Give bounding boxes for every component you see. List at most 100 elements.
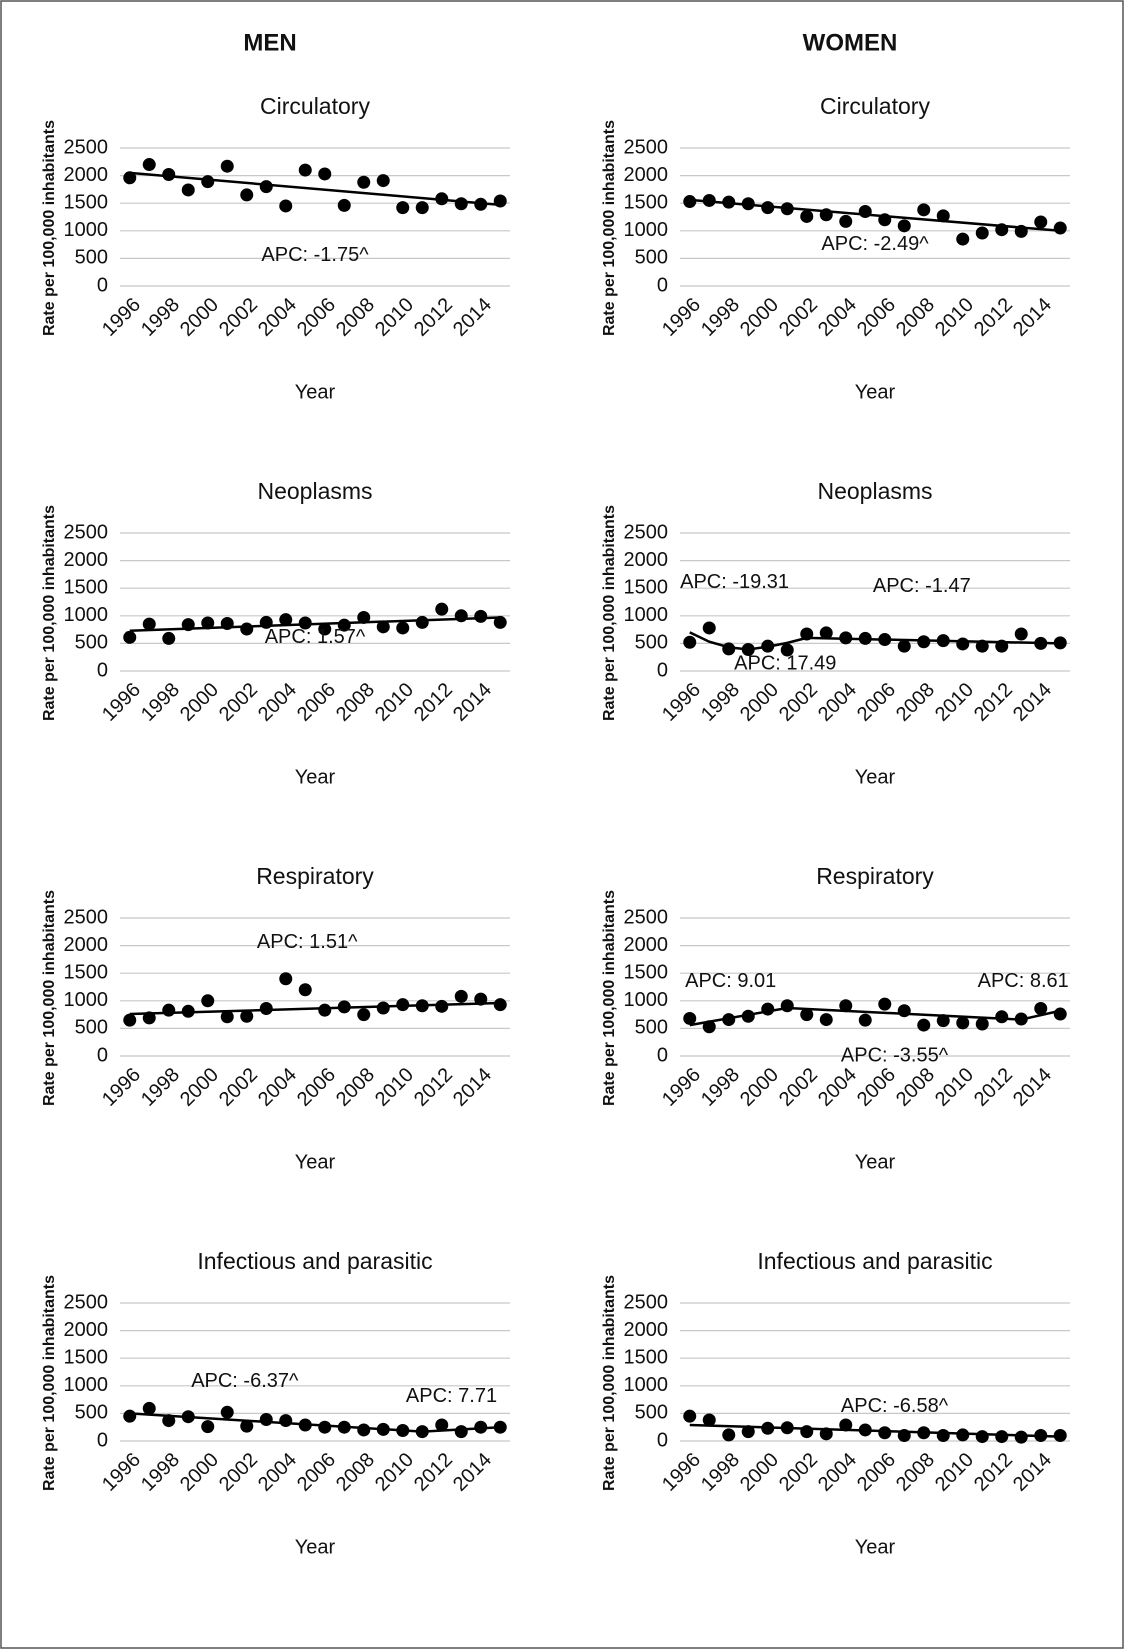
point xyxy=(454,989,468,1003)
y-tick-label: 0 xyxy=(657,1044,668,1066)
point xyxy=(142,617,156,631)
annotation: APC: -1.47 xyxy=(873,575,971,597)
y-tick-label: 1500 xyxy=(624,961,669,983)
point xyxy=(683,635,697,649)
y-tick-label: 2000 xyxy=(624,549,669,571)
annotation: APC: 9.01 xyxy=(685,970,776,992)
y-tick-label: 500 xyxy=(75,1017,108,1039)
point xyxy=(201,616,215,630)
y-axis-label: Rate per 100,000 inhabitants xyxy=(41,890,58,1106)
point xyxy=(240,1419,254,1433)
point xyxy=(819,1013,833,1027)
point xyxy=(220,1405,234,1419)
annotation: APC: -6.37^ xyxy=(191,1370,299,1392)
point xyxy=(1053,221,1067,235)
point xyxy=(839,999,853,1013)
point xyxy=(936,1014,950,1028)
column-header: WOMEN xyxy=(803,29,898,56)
chart-title: Infectious and parasitic xyxy=(757,1248,992,1274)
y-tick-label: 2500 xyxy=(624,1291,669,1313)
y-tick-label: 500 xyxy=(635,1402,668,1424)
point xyxy=(376,174,390,188)
y-tick-label: 1500 xyxy=(64,576,109,598)
point xyxy=(279,613,293,627)
column-header: MEN xyxy=(243,29,296,56)
point xyxy=(240,188,254,202)
point xyxy=(683,1011,697,1025)
y-tick-label: 2500 xyxy=(64,906,109,928)
trend-line xyxy=(422,1425,501,1433)
y-tick-label: 0 xyxy=(657,659,668,681)
y-tick-label: 2000 xyxy=(624,164,669,186)
point xyxy=(878,1426,892,1440)
annotation: APC: 8.61 xyxy=(978,970,1069,992)
y-tick-label: 1500 xyxy=(64,1346,109,1368)
point xyxy=(279,199,293,213)
point xyxy=(454,197,468,211)
point xyxy=(1014,1430,1028,1444)
point xyxy=(298,163,312,177)
annotation: APC: -3.55^ xyxy=(841,1044,949,1066)
point xyxy=(454,609,468,623)
point xyxy=(337,198,351,212)
trend-line xyxy=(787,1006,1022,1021)
y-tick-label: 0 xyxy=(657,274,668,296)
y-axis-label: Rate per 100,000 inhabitants xyxy=(601,120,618,336)
point xyxy=(220,1010,234,1024)
x-axis-label: Year xyxy=(855,766,896,788)
annotation: APC: 1.51^ xyxy=(257,931,358,953)
point xyxy=(259,1002,273,1016)
point xyxy=(858,1013,872,1027)
x-axis-label: Year xyxy=(855,381,896,403)
point xyxy=(357,1423,371,1437)
point xyxy=(298,983,312,997)
y-tick-label: 2000 xyxy=(64,164,109,186)
point xyxy=(839,214,853,228)
point xyxy=(702,621,716,635)
y-tick-label: 2500 xyxy=(624,906,669,928)
y-tick-label: 1000 xyxy=(624,604,669,626)
point xyxy=(298,616,312,630)
x-axis-label: Year xyxy=(295,381,336,403)
x-axis-label: Year xyxy=(855,1151,896,1173)
point xyxy=(162,1414,176,1428)
point xyxy=(201,175,215,189)
y-tick-label: 1500 xyxy=(64,191,109,213)
point xyxy=(761,1002,775,1016)
point xyxy=(279,1414,293,1428)
chart-title: Neoplasms xyxy=(817,478,932,504)
y-tick-label: 0 xyxy=(97,274,108,296)
point xyxy=(995,1010,1009,1024)
point xyxy=(240,622,254,636)
trend-line xyxy=(689,198,1061,233)
point xyxy=(357,610,371,624)
point xyxy=(435,999,449,1013)
point xyxy=(1014,627,1028,641)
point xyxy=(376,1001,390,1015)
point xyxy=(396,621,410,635)
point xyxy=(493,615,507,629)
point xyxy=(800,1425,814,1439)
annotation: APC: -2.49^ xyxy=(821,233,929,255)
point xyxy=(975,226,989,240)
chart-title: Circulatory xyxy=(260,93,370,119)
point xyxy=(162,167,176,181)
point xyxy=(897,1004,911,1018)
point xyxy=(975,1017,989,1031)
point xyxy=(936,209,950,223)
point xyxy=(181,183,195,197)
point xyxy=(454,1425,468,1439)
point xyxy=(1053,1007,1067,1021)
point xyxy=(956,637,970,651)
point xyxy=(123,1013,137,1027)
point xyxy=(800,1008,814,1022)
point xyxy=(1034,1002,1048,1016)
y-tick-label: 1500 xyxy=(64,961,109,983)
y-tick-label: 2500 xyxy=(624,521,669,543)
x-axis-label: Year xyxy=(295,766,336,788)
y-tick-label: 1000 xyxy=(624,1374,669,1396)
chart-title: Circulatory xyxy=(820,93,930,119)
point xyxy=(995,1430,1009,1444)
point xyxy=(162,1003,176,1017)
